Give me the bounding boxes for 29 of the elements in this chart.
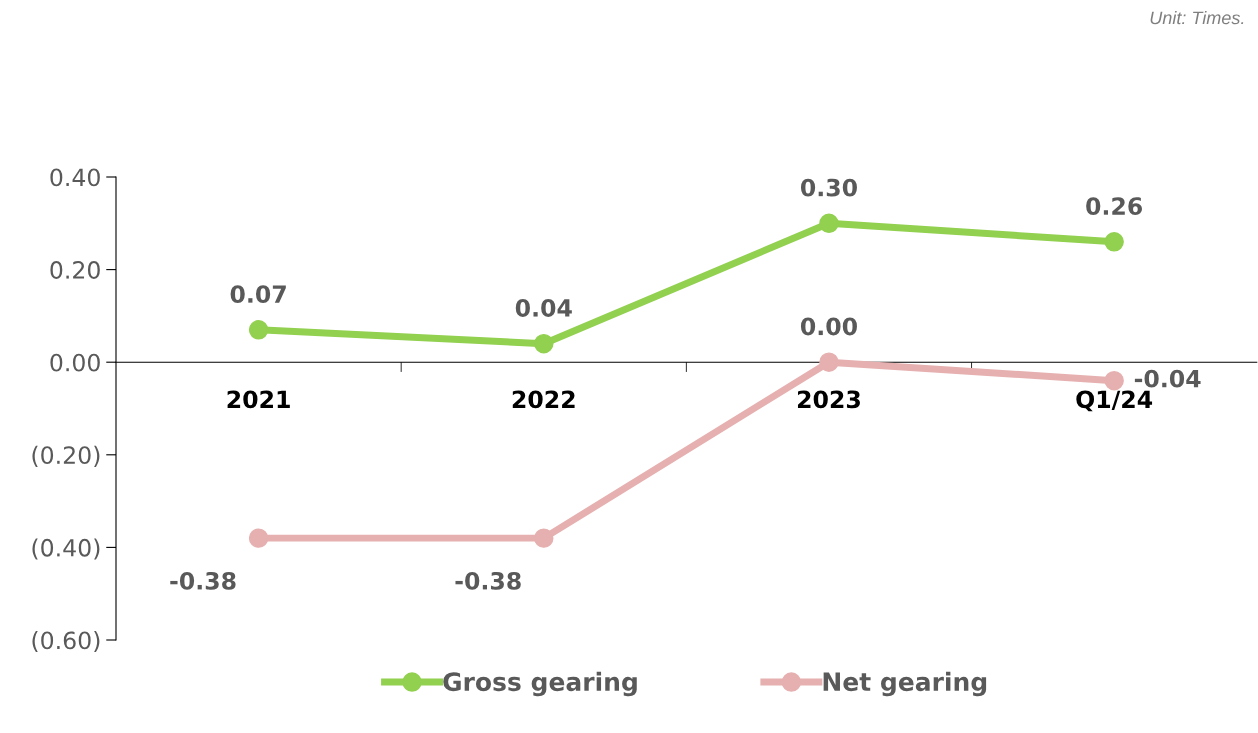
x-tick-label: 2023 <box>797 390 860 409</box>
point <box>1104 232 1124 252</box>
x-tick-label: 2021 <box>227 390 290 409</box>
point <box>248 320 269 340</box>
legend-label: Gross gearing <box>443 671 637 697</box>
y-tick-label: (0.20) <box>32 445 100 467</box>
data-label: -0.04 <box>1134 369 1201 388</box>
y-tick-label: (0.60) <box>32 631 100 653</box>
point <box>819 213 839 234</box>
data-label: 0.04 <box>515 299 572 317</box>
data-label: 0.30 <box>800 178 857 197</box>
y-tick-label: 0.00 <box>50 353 100 372</box>
data-label: 0.07 <box>230 285 286 303</box>
point <box>248 528 269 548</box>
point <box>534 333 554 354</box>
point <box>534 528 554 548</box>
data-label: -0.38 <box>170 571 236 590</box>
legend-label: Net gearing <box>823 671 987 697</box>
data-label: 0.26 <box>1086 197 1143 216</box>
point <box>819 352 839 372</box>
y-tick-label: 0.20 <box>50 261 100 279</box>
x-tick-label: Q1/24 <box>1076 390 1153 412</box>
x-tick-label: 2022 <box>512 390 575 409</box>
point <box>1104 370 1124 391</box>
data-label: -0.38 <box>455 571 521 590</box>
y-tick-label: 0.40 <box>50 168 100 187</box>
y-tick-label: (0.40) <box>32 538 100 560</box>
text: Unit: Times. <box>1150 11 1244 25</box>
data-label: 0.00 <box>800 317 857 336</box>
